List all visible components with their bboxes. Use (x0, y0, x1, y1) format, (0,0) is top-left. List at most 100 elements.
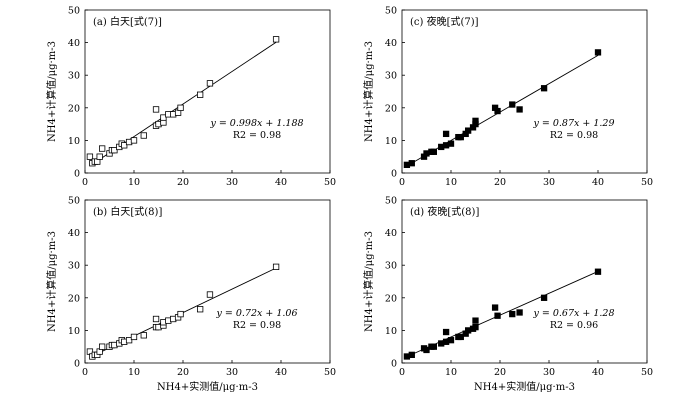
y-tick-label: 10 (68, 326, 80, 337)
data-point (509, 101, 516, 108)
data-point (457, 133, 464, 141)
y-tick-label: 20 (385, 293, 397, 304)
data-point (442, 328, 450, 336)
y-tick-label: 0 (391, 359, 397, 370)
y-axis-label: NH4+计算值/μg·m-3 (45, 231, 58, 332)
data-point (140, 132, 147, 139)
panel-d: 0 10 20 30 40 50 0 10 20 30 40 50 (d) 夜晚[式(8)] y = 0.… (362, 196, 653, 394)
x-axis-label: NH4+实测值/μg·m-3 (157, 380, 258, 393)
x-tick-label: 30 (543, 367, 555, 378)
y-tick-label: 50 (385, 6, 397, 17)
data-point (430, 343, 438, 350)
x-tick-label: 0 (399, 177, 405, 188)
y-tick-label: 20 (68, 293, 80, 304)
panel-b: 0 10 20 30 40 50 0 10 20 30 40 50 (b) 白天[式(8)] y = 0.… (45, 196, 336, 394)
y-tick-label: 10 (385, 136, 397, 147)
data-point (272, 263, 280, 270)
panel-label: (c) 夜晚[式(7)] (410, 15, 479, 28)
y-tick-label: 50 (68, 196, 80, 207)
data-point (96, 153, 103, 160)
y-tick-label: 40 (68, 38, 80, 49)
y-tick-label: 50 (385, 196, 397, 207)
data-point (594, 49, 602, 56)
x-tick-label: 10 (445, 177, 457, 188)
data-point (594, 268, 602, 275)
data-point (516, 106, 523, 113)
y-tick-label: 0 (391, 169, 397, 180)
data-point (196, 306, 204, 313)
data-point (408, 351, 415, 359)
y-tick-label: 20 (68, 103, 80, 114)
fit-equation: y = 0.67x + 1.28 (532, 308, 614, 319)
data-point (99, 343, 106, 350)
panel-label: (b) 白天[式(8)] (93, 205, 162, 218)
y-tick-label: 30 (68, 261, 80, 272)
data-point (152, 106, 160, 113)
y-tick-label: 20 (385, 103, 397, 114)
x-tick-label: 40 (592, 177, 604, 188)
panel-label: (a) 白天[式(7)] (93, 15, 162, 28)
x-tick-label: 40 (275, 367, 287, 378)
x-tick-label: 20 (494, 367, 506, 378)
x-tick-label: 50 (324, 367, 336, 378)
y-tick-label: 30 (68, 71, 80, 82)
x-tick-label: 50 (641, 367, 653, 378)
data-point (447, 337, 455, 344)
data-point (152, 315, 160, 323)
data-point (430, 148, 438, 155)
r-squared: R2 = 0.98 (550, 130, 598, 141)
x-tick-label: 40 (275, 177, 287, 188)
panel-c: 0 10 20 30 40 50 0 10 20 30 40 50 (c) 夜晚[式(7)] y = 0.… (362, 6, 653, 189)
data-point (86, 153, 94, 160)
data-point (206, 80, 214, 87)
plot-frame (84, 9, 331, 174)
y-tick-label: 10 (68, 136, 80, 147)
data-point (491, 304, 499, 311)
y-tick-label: 0 (74, 169, 80, 180)
y-tick-label: 10 (385, 326, 397, 337)
data-point (472, 317, 479, 324)
x-tick-label: 30 (226, 177, 238, 188)
y-tick-label: 40 (385, 228, 397, 239)
x-tick-label: 50 (324, 177, 336, 188)
data-point (160, 114, 167, 121)
data-point (540, 85, 548, 92)
y-axis-label: NH4+计算值/μg·m-3 (362, 231, 375, 332)
data-point (472, 323, 479, 331)
data-point (408, 160, 415, 167)
data-point (111, 147, 118, 154)
r-squared: R2 = 0.98 (233, 320, 281, 331)
data-point (423, 346, 430, 354)
data-point (540, 294, 548, 301)
data-point (494, 107, 501, 115)
r-squared: R2 = 0.96 (550, 320, 598, 331)
plot-frame (401, 9, 648, 174)
data-point (272, 36, 280, 43)
data-point (140, 332, 147, 339)
y-axis-label: NH4+计算值/μg·m-3 (362, 41, 375, 142)
data-point (457, 333, 464, 341)
data-point (206, 291, 214, 298)
y-tick-label: 40 (68, 228, 80, 239)
data-point (99, 145, 106, 152)
data-point (447, 140, 455, 147)
data-point (196, 91, 204, 98)
data-point (130, 333, 138, 341)
x-tick-label: 20 (494, 177, 506, 188)
data-point (509, 310, 516, 318)
x-tick-label: 50 (641, 177, 653, 188)
data-point (442, 130, 450, 138)
data-point (516, 309, 523, 316)
y-tick-label: 0 (74, 359, 80, 370)
x-axis-label: NH4+实测值/μg·m-3 (474, 380, 575, 393)
y-tick-label: 50 (68, 6, 80, 17)
data-point (494, 312, 501, 319)
fit-equation: y = 0.87x + 1.29 (532, 118, 614, 129)
x-tick-label: 0 (82, 367, 88, 378)
fit-equation: y = 0.998x + 1.188 (209, 118, 303, 129)
data-point (177, 310, 184, 318)
data-point (464, 127, 472, 134)
y-axis-label: NH4+计算值/μg·m-3 (45, 41, 58, 142)
x-tick-label: 20 (177, 177, 189, 188)
